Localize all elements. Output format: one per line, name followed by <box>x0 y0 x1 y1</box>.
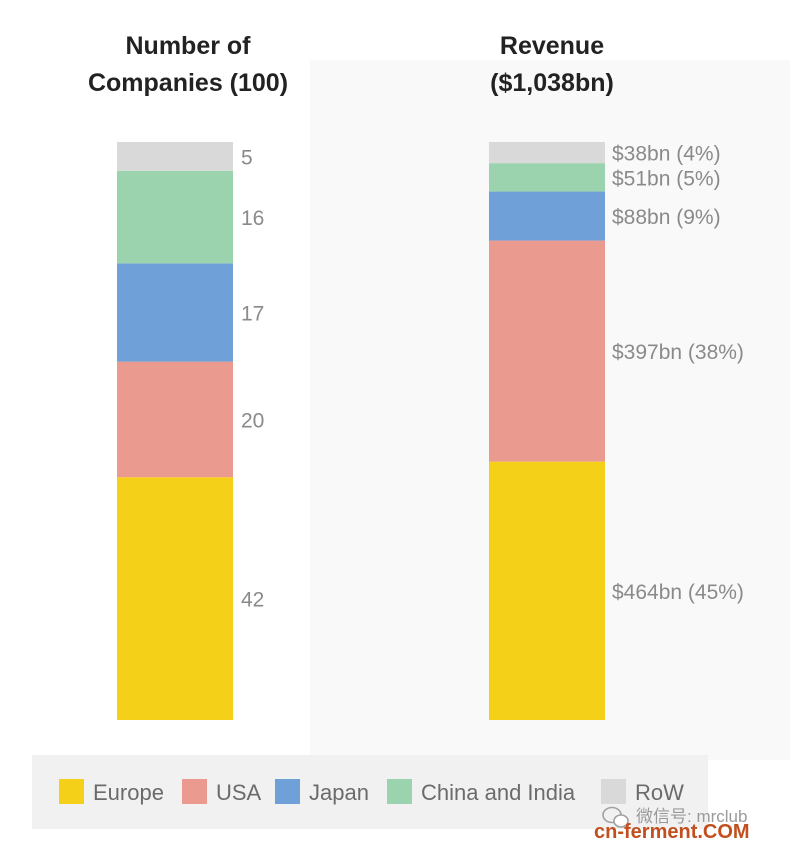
label-0-japan: 17 <box>241 303 264 326</box>
bar-title-1-line-1: ($1,038bn) <box>490 69 614 97</box>
label-0-row: 5 <box>241 146 253 169</box>
legend-label-usa: USA <box>216 780 262 805</box>
label-1-china-and-india: $51bn (5%) <box>612 167 721 190</box>
bar-0-row <box>117 142 233 171</box>
bar-0-usa <box>117 361 233 478</box>
legend-swatch-row <box>601 779 626 804</box>
bar-1-japan <box>489 191 605 241</box>
bar-0-china-and-india <box>117 170 233 264</box>
legend-label-row: RoW <box>635 780 684 805</box>
label-1-row: $38bn (4%) <box>612 143 721 166</box>
legend-box <box>32 755 708 829</box>
legend-label-europe: Europe <box>93 780 164 805</box>
bar-1-usa <box>489 240 605 462</box>
bars <box>117 142 605 720</box>
watermark-wechat-text: 微信号: mrclub <box>636 807 747 826</box>
legend-item-china-and-india: China and India <box>387 779 576 805</box>
watermark-site-text: cn-ferment.COM <box>594 821 750 843</box>
legend-swatch-china-and-india <box>387 779 412 804</box>
legend-swatch-japan <box>275 779 300 804</box>
segment-labels: 42 20 17 16 5 $464bn (45%) $397bn (38%) $88bn (… <box>241 143 744 612</box>
bar-title-0-line-1: Companies (100) <box>88 69 288 97</box>
legend-label-japan: Japan <box>309 780 369 805</box>
label-0-europe: 42 <box>241 589 264 612</box>
chart-titles: Number of Companies (100) Revenue ($1,038bn… <box>88 32 614 97</box>
bar-1-row <box>489 142 605 164</box>
legend-item-usa: USA <box>182 779 262 805</box>
legend-item-row: RoW <box>601 779 684 805</box>
watermark: 微信号: mrclub cn-ferment.COM <box>594 806 750 843</box>
label-1-usa: $397bn (38%) <box>612 341 744 364</box>
legend-swatch-usa <box>182 779 207 804</box>
label-1-europe: $464bn (45%) <box>612 581 744 604</box>
legend-label-china-and-india: China and India <box>421 780 576 805</box>
bar-1-china-and-india <box>489 163 605 192</box>
label-0-china-and-india: 16 <box>241 207 264 230</box>
bar-0-japan <box>117 263 233 362</box>
legend: Europe USA Japan China and India RoW <box>59 779 684 805</box>
legend-swatch-europe <box>59 779 84 804</box>
label-1-japan: $88bn (9%) <box>612 206 721 229</box>
bar-title-0-line-0: Number of <box>126 32 252 60</box>
wechat-icon <box>602 806 629 828</box>
legend-item-europe: Europe <box>59 779 164 805</box>
label-0-usa: 20 <box>241 409 264 432</box>
bar-title-1-line-0: Revenue <box>500 32 604 60</box>
legend-item-japan: Japan <box>275 779 369 805</box>
bar-1-europe <box>489 461 605 720</box>
bar-0-europe <box>117 477 233 720</box>
